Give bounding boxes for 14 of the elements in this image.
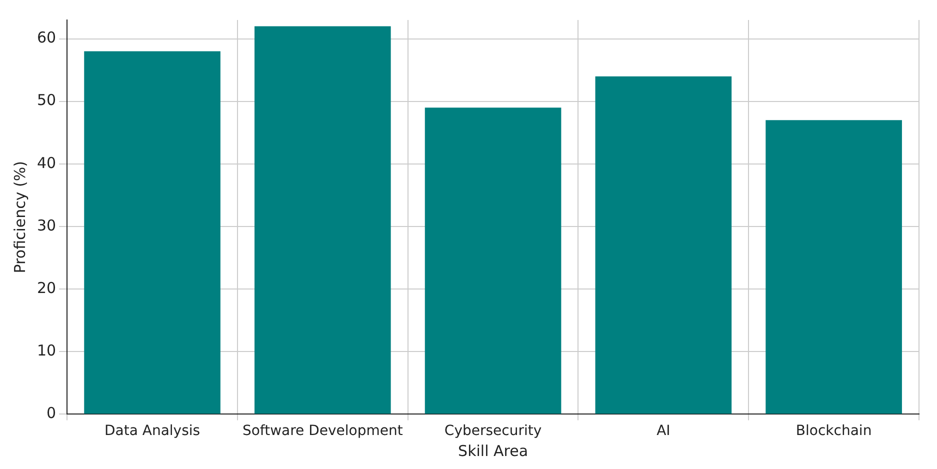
x-tick-label: Software Development	[242, 423, 404, 440]
x-tick-label: Blockchain	[796, 423, 872, 440]
y-tick-label: 10	[36, 342, 56, 360]
y-tick-label: 20	[36, 278, 56, 297]
x-tick-label: AI	[656, 423, 670, 440]
x-axis-title: Skill Area	[458, 442, 528, 460]
y-tick-label: 50	[36, 91, 56, 110]
x-tick-label: Cybersecurity	[444, 423, 542, 440]
y-axis-title: Proficiency (%)	[10, 160, 29, 274]
y-tick-label: 40	[36, 154, 56, 172]
y-tick-label: 0	[46, 404, 56, 422]
x-tick-label: Data Analysis	[104, 423, 200, 440]
y-tick-label: 60	[36, 28, 56, 47]
y-tick-label: 30	[36, 216, 56, 234]
